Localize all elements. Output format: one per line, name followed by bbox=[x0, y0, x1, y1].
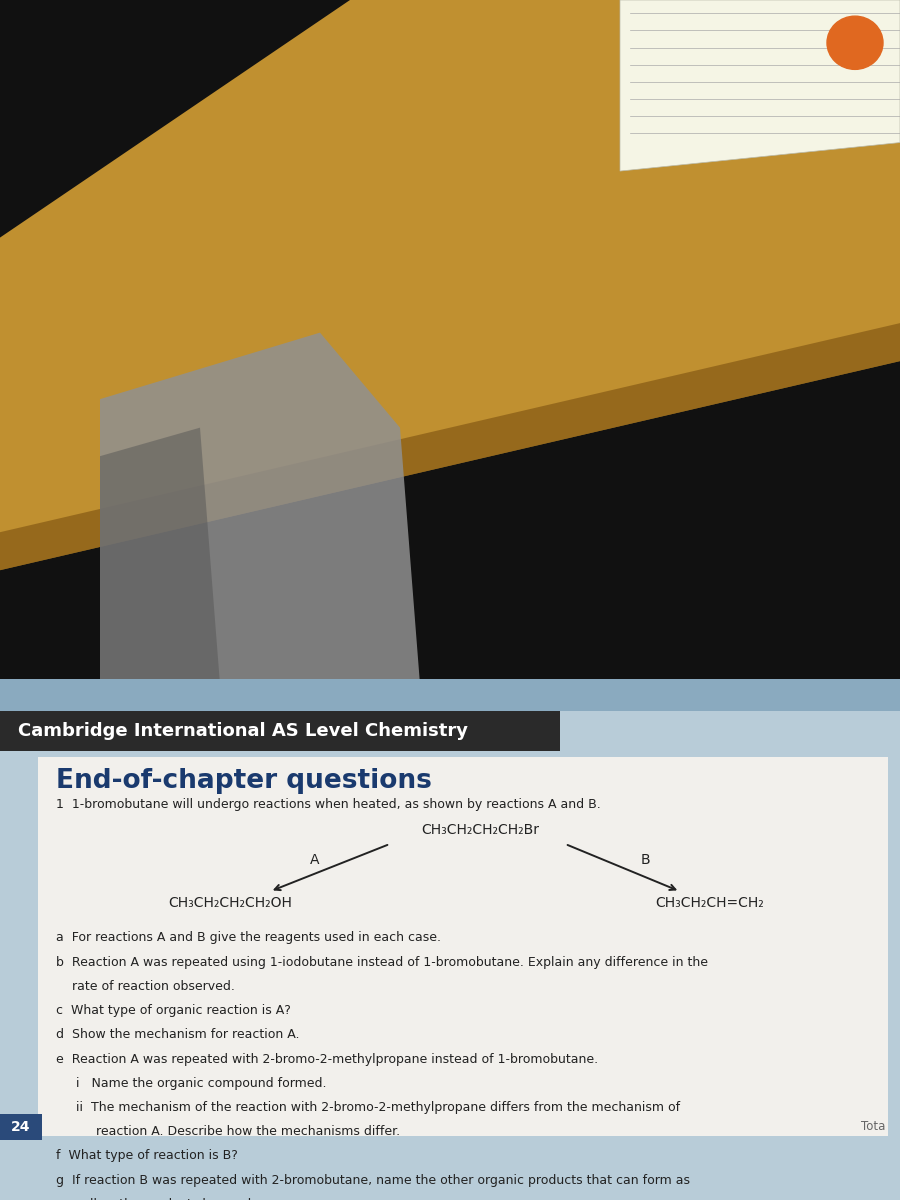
Text: CH₃CH₂CH₂CH₂OH: CH₃CH₂CH₂CH₂OH bbox=[168, 896, 292, 910]
FancyBboxPatch shape bbox=[0, 749, 900, 1140]
FancyArrowPatch shape bbox=[274, 845, 387, 890]
Text: e  Reaction A was repeated with 2-bromo-2-methylpropane instead of 1-bromobutane: e Reaction A was repeated with 2-bromo-2… bbox=[56, 1052, 598, 1066]
Text: reaction A. Describe how the mechanisms differ.: reaction A. Describe how the mechanisms … bbox=[56, 1126, 400, 1139]
Text: End-of-chapter questions: End-of-chapter questions bbox=[56, 768, 432, 794]
Text: CH₃CH₂CH=CH₂: CH₃CH₂CH=CH₂ bbox=[655, 896, 764, 910]
Polygon shape bbox=[620, 0, 900, 172]
Text: CH₃CH₂CH₂CH₂Br: CH₃CH₂CH₂CH₂Br bbox=[421, 823, 539, 836]
Text: A: A bbox=[310, 853, 320, 868]
Text: d  Show the mechanism for reaction A.: d Show the mechanism for reaction A. bbox=[56, 1028, 300, 1042]
Text: Tota: Tota bbox=[860, 1120, 885, 1133]
Text: Cambridge International AS Level Chemistry: Cambridge International AS Level Chemist… bbox=[18, 722, 468, 740]
Text: i   Name the organic compound formed.: i Name the organic compound formed. bbox=[56, 1076, 327, 1090]
FancyBboxPatch shape bbox=[0, 710, 560, 751]
Polygon shape bbox=[100, 332, 420, 684]
FancyArrowPatch shape bbox=[568, 845, 675, 890]
Polygon shape bbox=[0, 0, 900, 684]
Polygon shape bbox=[0, 0, 900, 570]
FancyBboxPatch shape bbox=[38, 757, 888, 1135]
Text: rate of reaction observed.: rate of reaction observed. bbox=[56, 980, 235, 992]
Text: well as the product shown above.: well as the product shown above. bbox=[56, 1198, 283, 1200]
Polygon shape bbox=[0, 323, 900, 570]
Text: ii  The mechanism of the reaction with 2-bromo-2-methylpropane differs from the : ii The mechanism of the reaction with 2-… bbox=[56, 1100, 680, 1114]
Circle shape bbox=[827, 16, 883, 70]
FancyBboxPatch shape bbox=[0, 679, 900, 710]
Polygon shape bbox=[100, 427, 220, 684]
Text: 24: 24 bbox=[11, 1120, 31, 1134]
Text: g  If reaction B was repeated with 2-bromobutane, name the other organic product: g If reaction B was repeated with 2-brom… bbox=[56, 1174, 690, 1187]
Text: B: B bbox=[640, 853, 650, 868]
Text: b  Reaction A was repeated using 1-iodobutane instead of 1-bromobutane. Explain : b Reaction A was repeated using 1-iodobu… bbox=[56, 955, 708, 968]
Text: a  For reactions A and B give the reagents used in each case.: a For reactions A and B give the reagent… bbox=[56, 931, 441, 944]
FancyBboxPatch shape bbox=[0, 1114, 42, 1140]
Text: 1  1-bromobutane will undergo reactions when heated, as shown by reactions A and: 1 1-bromobutane will undergo reactions w… bbox=[56, 798, 601, 811]
Text: f  What type of reaction is B?: f What type of reaction is B? bbox=[56, 1150, 238, 1163]
Text: c  What type of organic reaction is A?: c What type of organic reaction is A? bbox=[56, 1004, 291, 1018]
